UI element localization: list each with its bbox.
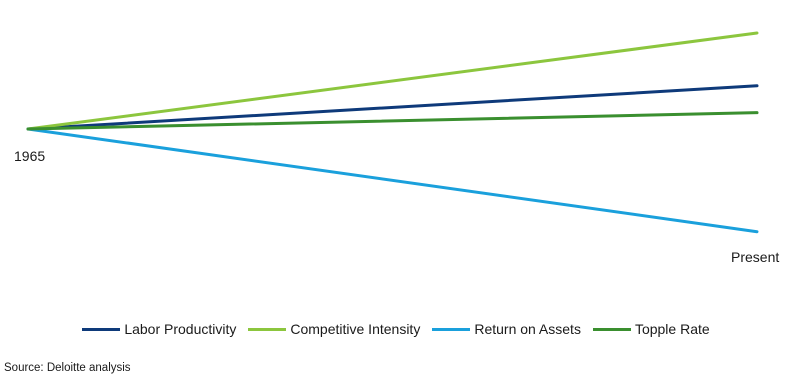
legend-label-labor-productivity: Labor Productivity	[124, 321, 237, 337]
source-note: Source: Deloitte analysis	[4, 362, 131, 374]
legend-swatch-topple-rate	[592, 327, 631, 331]
legend-item-competitive-intensity: Competitive Intensity	[248, 321, 420, 337]
legend-label-competitive-intensity: Competitive Intensity	[290, 321, 421, 337]
series-line-competitive-intensity	[26, 31, 759, 131]
legend-swatch-labor-productivity	[82, 327, 121, 331]
legend-item-labor-productivity: Labor Productivity	[82, 321, 236, 337]
legend-swatch-return-on-assets	[432, 327, 471, 331]
series-layer	[26, 31, 759, 234]
legend-item-return-on-assets: Return on Assets	[432, 321, 581, 337]
legend-item-topple-rate: Topple Rate	[592, 321, 710, 337]
series-line-topple-rate	[26, 111, 759, 131]
series-line-return-on-assets	[26, 127, 759, 234]
line-chart	[26, 31, 759, 234]
series-line-labor-productivity	[26, 84, 759, 131]
legend: Labor Productivity Competitive Intensity…	[0, 321, 792, 337]
legend-swatch-competitive-intensity	[248, 327, 287, 331]
legend-label-topple-rate: Topple Rate	[634, 321, 710, 337]
legend-label-return-on-assets: Return on Assets	[474, 321, 581, 337]
x-axis-end-label: Present	[731, 249, 780, 265]
x-axis-start-label: 1965	[14, 148, 46, 164]
